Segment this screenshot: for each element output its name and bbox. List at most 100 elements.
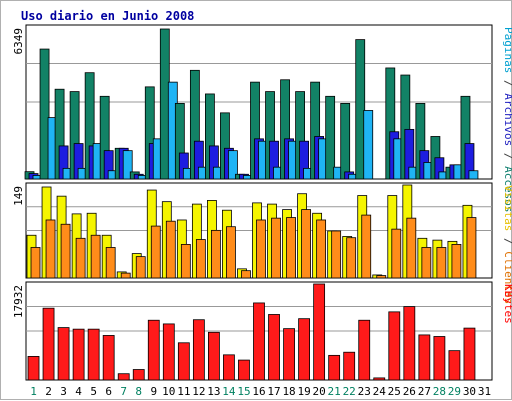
bar-visitors-clientes-day-14 xyxy=(226,226,236,279)
bar-visitors-clientes-day-7 xyxy=(120,272,131,279)
x-axis-day-labels: 1 2 3 4 5 6 7 8 9 10 11 12 13 14 15 16 17 18 19 20 21 22 23 24 2… xyxy=(30,385,491,398)
bar-kbytes-kbytes-day-23 xyxy=(358,319,371,381)
bar-visitors-clientes-day-4 xyxy=(75,237,86,279)
x-tick-label-day-4: 4 xyxy=(75,385,82,398)
bar-kbytes-kbytes-day-8 xyxy=(132,369,145,381)
bar-visitors-clientes-day-22 xyxy=(346,237,357,279)
bar-visitors-clientes-day-13 xyxy=(211,229,221,279)
bar-visitors-clientes-day-24 xyxy=(376,275,387,279)
bar-kbytes-kbytes-day-18 xyxy=(283,328,295,381)
bar-kbytes-kbytes-day-9 xyxy=(147,319,160,381)
panel-requests-legend-part-3: / xyxy=(502,146,512,166)
bar-visitors-clientes-day-28 xyxy=(436,247,447,279)
x-tick-label-day-9: 9 xyxy=(150,385,157,398)
x-tick-label-day-15: 15 xyxy=(237,385,250,398)
bar-visitors-clientes-day-12 xyxy=(195,239,206,279)
bar-visitors-clientes-day-23 xyxy=(361,214,372,279)
bar-kbytes-kbytes-day-25 xyxy=(388,311,401,381)
x-tick-label-day-26: 26 xyxy=(403,385,416,398)
bar-kbytes-kbytes-day-30 xyxy=(463,327,476,381)
x-tick-label-day-23: 23 xyxy=(358,385,371,398)
x-tick-label-day-19: 19 xyxy=(297,385,310,398)
bar-kbytes-kbytes-day-26 xyxy=(403,306,416,381)
x-tick-label-day-3: 3 xyxy=(60,385,67,398)
x-tick-label-day-25: 25 xyxy=(388,385,401,398)
bar-visitors-clientes-day-6 xyxy=(105,247,116,279)
chart-title: Uso diario en Junio 2008 xyxy=(21,9,194,23)
panel-visitors-legend-label: Visitas / Clientes xyxy=(502,185,512,304)
bar-visitors-clientes-day-8 xyxy=(135,256,146,279)
panel-requests-legend-part-1: / xyxy=(502,73,512,93)
bar-visitors-clientes-day-17 xyxy=(271,217,281,279)
x-tick-label-day-16: 16 xyxy=(252,385,265,398)
bar-kbytes-kbytes-day-21 xyxy=(328,354,341,381)
bar-kbytes-kbytes-day-6 xyxy=(102,335,115,381)
bar-kbytes-kbytes-day-27 xyxy=(418,334,431,381)
bar-kbytes-kbytes-day-20 xyxy=(313,283,326,381)
panel-visitors-axis-max-label: 149 xyxy=(12,186,25,206)
bar-visitors-clientes-day-20 xyxy=(316,219,327,279)
bar-kbytes-kbytes-day-10 xyxy=(162,323,175,381)
x-tick-label-day-18: 18 xyxy=(282,385,295,398)
bar-visitors-clientes-day-27 xyxy=(421,247,432,279)
x-tick-label-day-27: 27 xyxy=(418,385,431,398)
bar-kbytes-kbytes-day-29 xyxy=(448,350,461,381)
x-tick-label-day-8: 8 xyxy=(135,385,142,398)
bar-kbytes-kbytes-day-19 xyxy=(298,318,310,381)
bar-kbytes-kbytes-day-14 xyxy=(223,354,235,381)
bar-visitors-clientes-day-1 xyxy=(30,247,41,279)
panel-requests: 6349 Páginas / Archivos / Accesos xyxy=(12,24,512,212)
bar-visitors-clientes-day-25 xyxy=(391,228,402,279)
x-tick-label-day-28: 28 xyxy=(433,385,446,398)
chart-panels: 6349 Páginas / Archivos / Accesos 149 Visit… xyxy=(12,24,512,381)
panel-visitors-legend-part-1: / xyxy=(502,231,512,251)
bar-requests-pginas-day-30 xyxy=(468,170,479,180)
panel-kbytes-legend-part-0: KBytes xyxy=(502,284,512,324)
x-tick-label-day-21: 21 xyxy=(328,385,341,398)
x-tick-label-day-22: 22 xyxy=(343,385,356,398)
bar-kbytes-kbytes-day-1 xyxy=(27,356,40,381)
bar-kbytes-kbytes-day-28 xyxy=(433,336,446,381)
bar-requests-pginas-day-23 xyxy=(363,110,374,180)
bar-visitors-clientes-day-26 xyxy=(406,217,417,279)
bar-visitors-clientes-day-9 xyxy=(150,225,161,279)
panel-requests-legend-part-0: Páginas xyxy=(502,27,512,73)
x-tick-label-day-24: 24 xyxy=(373,385,387,398)
bar-kbytes-kbytes-day-16 xyxy=(253,302,265,381)
panel-visitors-legend-part-0: Visitas xyxy=(502,185,512,231)
panel-requests-axis-max-label: 6349 xyxy=(12,28,25,55)
x-tick-label-day-7: 7 xyxy=(120,385,127,398)
bar-requests-accesos-day-23 xyxy=(355,39,366,180)
bar-kbytes-kbytes-day-3 xyxy=(57,327,70,381)
x-tick-label-day-17: 17 xyxy=(267,385,280,398)
bar-visitors-clientes-day-3 xyxy=(60,223,71,279)
x-tick-label-day-11: 11 xyxy=(177,385,190,398)
x-tick-label-day-30: 30 xyxy=(463,385,476,398)
panel-kbytes-axis-max-label: 17932 xyxy=(12,285,25,318)
bar-requests-pginas-day-14 xyxy=(228,150,238,180)
bar-kbytes-kbytes-day-17 xyxy=(268,314,280,381)
x-tick-label-day-31: 31 xyxy=(478,385,491,398)
x-tick-label-day-5: 5 xyxy=(90,385,97,398)
bar-requests-pginas-day-7 xyxy=(122,150,133,180)
bar-kbytes-kbytes-day-13 xyxy=(208,331,220,381)
x-tick-label-day-2: 2 xyxy=(45,385,52,398)
panel-visitors: 149 Visitas / Clientes xyxy=(12,182,512,304)
bar-kbytes-kbytes-day-2 xyxy=(42,307,55,381)
bar-requests-accesos-day-2 xyxy=(39,48,50,180)
bar-kbytes-kbytes-day-15 xyxy=(238,359,250,381)
bar-requests-accesos-day-22 xyxy=(340,102,351,180)
panel-kbytes-legend-label: KBytes xyxy=(502,284,512,324)
bar-visitors-clientes-day-21 xyxy=(331,230,342,279)
x-tick-label-day-13: 13 xyxy=(207,385,220,398)
bar-visitors-clientes-day-5 xyxy=(90,234,101,279)
x-tick-label-day-1: 1 xyxy=(30,385,37,398)
panel-visitors-legend-part-2: Clientes xyxy=(502,251,512,304)
panel-requests-legend-part-2: Archivos xyxy=(502,93,512,146)
bar-visitors-clientes-day-30 xyxy=(466,217,477,279)
bar-kbytes-kbytes-day-11 xyxy=(177,342,190,381)
bar-visitors-clientes-day-18 xyxy=(286,217,296,279)
bar-kbytes-kbytes-day-7 xyxy=(117,373,130,381)
x-tick-label-day-20: 20 xyxy=(313,385,326,398)
